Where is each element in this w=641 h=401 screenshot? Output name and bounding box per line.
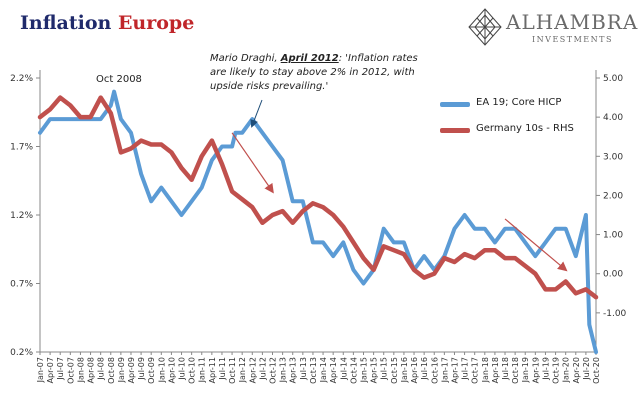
x-tick-label: Jul-20 — [582, 357, 591, 381]
x-tick-label: Apr-17 — [450, 357, 459, 383]
quote-pointer-arrow — [250, 99, 263, 128]
left-tick-label: 1.2% — [10, 211, 33, 221]
x-tick-label: Oct-20 — [592, 357, 601, 384]
left-tick-label: 2.2% — [10, 74, 33, 84]
x-tick-label: Jul-18 — [501, 357, 510, 381]
quote-prefix: Mario Draghi, — [210, 53, 281, 64]
x-tick-label: Oct-11 — [228, 357, 237, 384]
brand-subtitle: INVESTMENTS — [532, 35, 613, 44]
x-tick-label: Apr-07 — [46, 357, 55, 383]
x-tick-label: Oct-15 — [390, 357, 399, 384]
x-tick-label: Jan-15 — [359, 357, 368, 383]
left-tick-label: 0.7% — [10, 280, 33, 290]
legend-swatch-hicp — [440, 102, 470, 107]
x-tick-label: Apr-14 — [329, 357, 338, 383]
x-tick-label: Jul-08 — [97, 357, 106, 381]
right-tick-label: 0.00 — [603, 270, 623, 280]
x-tick-label: Oct-10 — [188, 357, 197, 384]
x-tick-label: Jul-14 — [339, 357, 348, 381]
x-tick-label: Oct-08 — [107, 357, 116, 384]
chart-title: Inflation Europe — [20, 12, 194, 34]
x-tick-label: Jul-15 — [380, 357, 389, 381]
x-tick-label: Jan-12 — [238, 357, 247, 383]
legend-label-hicp: EA 19; Core HICP — [476, 97, 562, 108]
x-tick-label: Apr-18 — [491, 357, 500, 383]
x-tick-label: Jan-19 — [521, 357, 530, 383]
x-tick-label: Apr-10 — [167, 357, 176, 383]
x-tick-label: Jul-13 — [299, 357, 308, 381]
left-tick-label: 1.7% — [10, 143, 33, 153]
x-tick-label: Jul-10 — [178, 357, 187, 381]
x-tick-label: Jan-08 — [76, 357, 85, 383]
legend-label-bund: Germany 10s - RHS — [476, 123, 574, 134]
legend-swatch-bund — [440, 128, 470, 133]
right-tick-label: -1.00 — [603, 309, 627, 319]
x-tick-label: Oct-07 — [66, 357, 75, 384]
x-tick-label: Apr-13 — [289, 357, 298, 383]
brand-logo: ALHAMBRA INVESTMENTS — [468, 8, 639, 48]
series-line-hicp — [38, 89, 598, 354]
x-tick-label: Apr-16 — [410, 357, 419, 383]
x-tick-label: Jan-07 — [36, 357, 45, 383]
x-tick-label: Jan-20 — [562, 357, 571, 383]
x-tick-label: Apr-20 — [572, 357, 581, 383]
x-tick-label: Apr-15 — [370, 357, 379, 383]
brand-name: ALHAMBRA — [506, 10, 639, 34]
peak-annotation-label: Oct 2008 — [96, 74, 142, 85]
x-tick-label: Jan-13 — [279, 357, 288, 383]
title-part-inflation: Inflation — [20, 12, 112, 34]
x-tick-label: Jan-09 — [117, 357, 126, 383]
x-tick-label: Jan-18 — [481, 357, 490, 383]
x-tick-label: Jul-12 — [258, 357, 267, 381]
x-tick-label: Jan-10 — [157, 357, 166, 383]
x-tick-label: Oct-17 — [471, 357, 480, 384]
x-tick-label: Oct-18 — [511, 357, 520, 384]
trend-arrow-2019 — [504, 218, 568, 272]
lattice-logo-icon — [468, 8, 502, 46]
x-tick-label: Apr-09 — [127, 357, 136, 383]
x-tick-label: Jul-07 — [56, 357, 65, 381]
quote-date: April 2012 — [280, 53, 339, 64]
x-tick-label: Oct-16 — [430, 357, 439, 384]
right-tick-label: 1.00 — [603, 231, 623, 241]
trend-arrow-2012 — [231, 132, 274, 194]
left-tick-label: 0.2% — [10, 348, 33, 358]
x-tick-label: Jul-16 — [420, 357, 429, 381]
x-tick-label: Jan-17 — [440, 357, 449, 383]
x-tick-label: Jul-17 — [461, 357, 470, 381]
right-tick-label: 2.00 — [603, 191, 623, 201]
draghi-quote-annotation: Mario Draghi, April 2012: 'Inflation rat… — [210, 52, 420, 94]
x-tick-label: Jan-16 — [400, 357, 409, 383]
right-tick-label: 3.00 — [603, 152, 623, 162]
x-tick-label: Jul-19 — [541, 357, 550, 381]
x-tick-label: Jul-09 — [137, 357, 146, 381]
x-tick-label: Oct-19 — [552, 357, 561, 384]
x-tick-label: Oct-14 — [349, 357, 358, 384]
x-tick-label: Oct-13 — [309, 357, 318, 384]
series-line-bund — [37, 95, 599, 300]
x-tick-label: Jan-14 — [319, 357, 328, 383]
title-part-europe: Europe — [117, 12, 195, 34]
x-tick-label: Jan-11 — [198, 357, 207, 383]
quote-text: : 'Inflation rates are likely to stay ab… — [210, 53, 418, 92]
right-tick-label: 5.00 — [603, 74, 623, 84]
x-tick-label: Apr-11 — [208, 357, 217, 383]
x-tick-label: Apr-19 — [531, 357, 540, 383]
right-tick-label: 4.00 — [603, 113, 623, 123]
x-tick-label: Jul-11 — [218, 357, 227, 381]
x-tick-label: Oct-12 — [269, 357, 278, 384]
x-tick-label: Apr-08 — [87, 357, 96, 383]
x-tick-label: Oct-09 — [147, 357, 156, 384]
x-tick-label: Apr-12 — [248, 357, 257, 383]
